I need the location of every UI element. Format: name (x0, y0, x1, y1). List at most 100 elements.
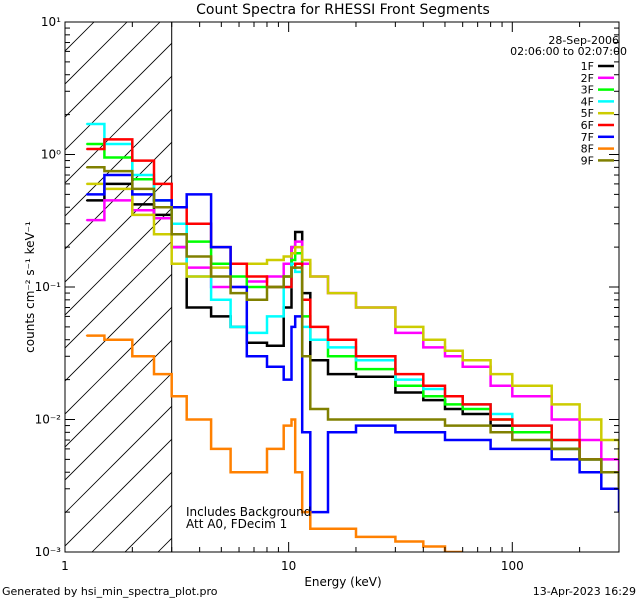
legend-label-6F: 6F (581, 119, 594, 132)
y-tick-label: 10⁰ (41, 148, 61, 162)
series-point-7F (550, 458, 553, 461)
series-point-9F (550, 448, 553, 450)
series-point-7F (185, 193, 188, 196)
series-point-2F (103, 199, 106, 202)
series-point-9F (301, 355, 304, 358)
series-point-1F (327, 373, 329, 375)
series-point-8F (290, 418, 293, 421)
series-point-2F (422, 346, 425, 349)
series-point-8F (131, 355, 134, 358)
hatch-line (65, 372, 172, 481)
series-point-6F (309, 326, 312, 328)
series-point-6F (131, 159, 134, 162)
chart-title: Count Spectra for RHESSI Front Segments (196, 2, 490, 18)
series-point-6F (246, 275, 248, 278)
series-point-5F (327, 292, 329, 294)
series-point-3F (103, 156, 106, 159)
x-tick-label: 10 (281, 559, 296, 573)
series-point-4F (229, 326, 232, 328)
series-line-7F (86, 173, 619, 514)
series-point-6F (355, 355, 357, 358)
series-point-8F (394, 540, 397, 543)
series-point-1F (85, 199, 88, 202)
series-point-8F (301, 511, 304, 513)
series-point-7F (290, 326, 293, 328)
series-point-9F (85, 166, 88, 169)
series-line-9F (86, 166, 619, 489)
series-point-9F (600, 471, 603, 474)
series-point-8F (246, 471, 248, 474)
series-point-7F (422, 431, 425, 434)
series-point-2F (85, 219, 88, 221)
series-point-5F (170, 262, 173, 265)
hatch-line (65, 22, 161, 118)
footer-timestamp: 13-Apr-2023 16:29 (533, 585, 636, 598)
series-point-2F (511, 395, 514, 397)
series-point-7F (246, 355, 248, 358)
series-point-6F (422, 384, 425, 387)
series-point-6F (461, 403, 464, 406)
series-point-9F (246, 299, 248, 301)
series-point-8F (210, 448, 212, 450)
series-point-2F (489, 384, 492, 387)
series-point-7F (266, 365, 268, 368)
series-point-6F (444, 395, 446, 397)
series-point-9F (461, 424, 464, 427)
series-point-8F (153, 373, 155, 375)
series-point-5F (301, 259, 304, 261)
series-point-1F (394, 391, 397, 394)
series-point-4F (309, 338, 312, 341)
series-layer (85, 122, 619, 552)
series-point-6F (153, 183, 155, 185)
series-point-5F (489, 373, 492, 375)
series-point-2F (444, 355, 446, 358)
series-point-8F (185, 418, 188, 421)
series-point-7F (210, 246, 212, 248)
series-point-5F (185, 275, 188, 278)
series-point-5F (511, 384, 514, 387)
series-point-9F (185, 255, 188, 258)
series-point-1F (422, 399, 425, 401)
annotation-attenuator: Att A0, FDecim 1 (186, 517, 287, 531)
series-point-7F (301, 431, 304, 434)
series-point-2F (461, 365, 464, 368)
series-point-4F (422, 388, 425, 390)
legend-label-4F: 4F (581, 95, 594, 108)
series-point-5F (394, 326, 397, 328)
series-point-9F (153, 206, 155, 209)
hatch-line (65, 42, 172, 151)
series-point-7F (600, 487, 603, 490)
series-point-4F (290, 262, 293, 265)
series-point-1F (210, 315, 212, 318)
series-point-1F (294, 231, 297, 233)
x-axis-label: Energy (keV) (304, 575, 381, 589)
series-point-2F (294, 240, 297, 243)
series-point-9F (578, 458, 581, 461)
series-point-5F (444, 349, 446, 352)
series-point-9F (103, 170, 106, 172)
series-point-9F (131, 188, 134, 190)
series-point-6F (489, 418, 492, 421)
series-point-1F (444, 408, 446, 410)
series-point-3F (85, 143, 88, 145)
y-tick-label: 10⁻³ (35, 545, 62, 559)
series-point-8F (422, 545, 425, 548)
series-point-9F (394, 418, 397, 421)
series-point-7F (394, 431, 397, 434)
series-point-2F (550, 418, 553, 421)
series-point-8F (103, 338, 106, 341)
series-point-9F (170, 233, 173, 236)
series-point-4F (294, 271, 297, 273)
series-point-9F (511, 439, 514, 441)
series-point-9F (290, 266, 293, 269)
series-point-5F (153, 233, 155, 236)
series-point-7F (131, 193, 134, 196)
series-point-8F (229, 471, 232, 474)
series-point-8F (85, 334, 88, 337)
series-point-6F (511, 424, 514, 427)
x-tick-label: 1 (61, 559, 69, 573)
date-label: 28-Sep-2006 (548, 34, 619, 47)
y-tick-label: 10⁻¹ (35, 280, 62, 294)
series-point-4F (85, 123, 88, 125)
series-line-2F (86, 199, 619, 473)
